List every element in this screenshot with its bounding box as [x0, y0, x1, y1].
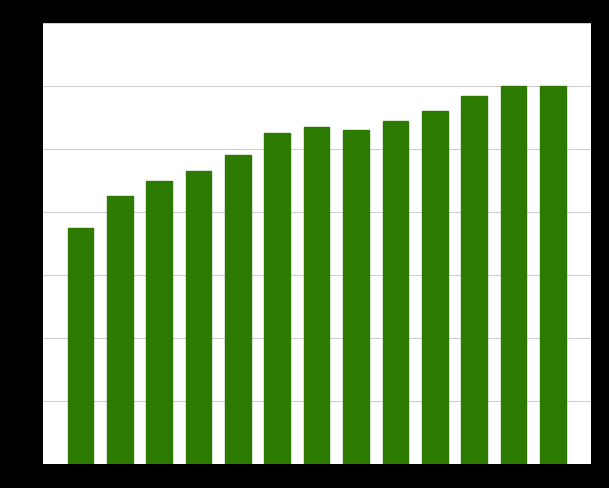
Bar — [382, 122, 408, 464]
Bar — [540, 87, 566, 464]
Bar — [304, 128, 329, 464]
Bar — [264, 134, 290, 464]
Bar — [225, 156, 251, 464]
Bar — [107, 197, 133, 464]
Bar — [186, 172, 211, 464]
Bar — [501, 87, 526, 464]
Bar — [68, 228, 93, 464]
Bar — [343, 131, 369, 464]
Bar — [462, 97, 487, 464]
Bar — [422, 112, 448, 464]
Bar — [146, 181, 172, 464]
